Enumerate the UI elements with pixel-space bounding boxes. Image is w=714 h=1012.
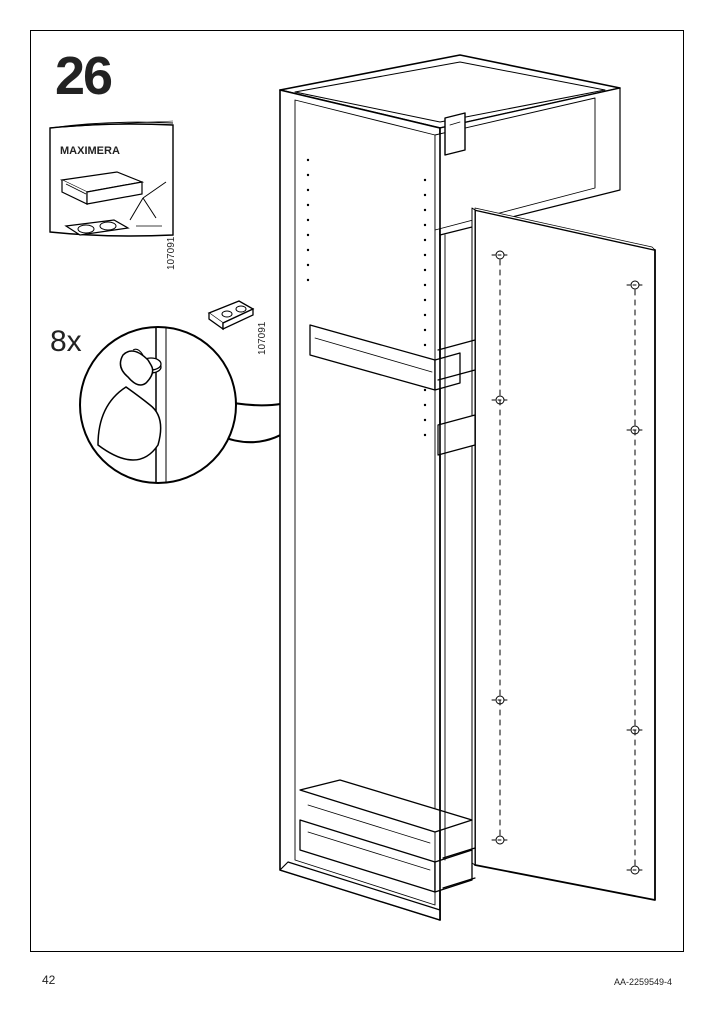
booklet-title: MAXIMERA bbox=[60, 145, 120, 157]
reference-booklet bbox=[48, 120, 178, 265]
cabinet-diagram bbox=[200, 50, 680, 940]
part-quantity: 8x bbox=[50, 325, 82, 359]
instruction-page: 26 MAXIM bbox=[0, 0, 714, 1012]
document-code: AA-2259549-4 bbox=[614, 977, 672, 987]
step-number: 26 bbox=[55, 45, 111, 107]
booklet-part-code: 107091 bbox=[166, 237, 177, 270]
page-number: 42 bbox=[42, 973, 55, 987]
